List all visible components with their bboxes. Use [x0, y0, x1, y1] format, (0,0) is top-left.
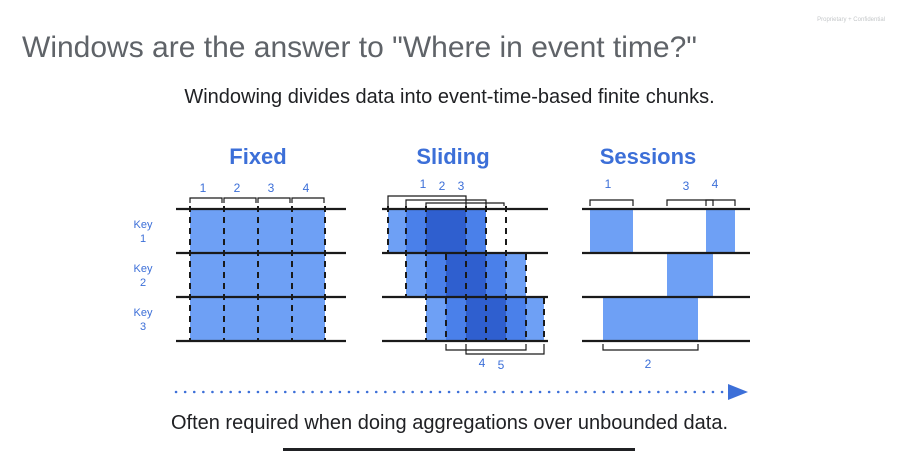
fixed-window-2-label: 2 — [234, 181, 241, 195]
time-arrow-head — [728, 384, 748, 400]
sliding-window-5-label: 5 — [498, 358, 505, 372]
sessions-key1-block-b — [706, 210, 735, 252]
sessions-window-braces-top — [589, 199, 736, 206]
sliding-title: Sliding — [416, 144, 489, 169]
key-3-label-line2: 3 — [140, 321, 146, 333]
fixed-window-labels: 1 2 3 4 — [200, 181, 310, 195]
fixed-panel: Fixed 1 2 3 4 — [176, 144, 346, 343]
fixed-key-lines — [176, 207, 346, 343]
sliding-window-labels-bottom: 4 5 — [479, 356, 505, 372]
fixed-window-4-label: 4 — [303, 181, 310, 195]
sliding-window-braces-top — [387, 195, 505, 206]
sessions-window-braces-bottom — [602, 344, 699, 351]
sliding-window-braces-bottom — [445, 344, 545, 355]
key-2-label-line2: 2 — [140, 277, 146, 289]
fixed-window-1-label: 1 — [200, 181, 207, 195]
sliding-key-lines — [382, 207, 548, 343]
sessions-key-lines — [582, 207, 750, 343]
confidential-label: Proprietary + Confidential — [817, 17, 885, 23]
key-2-label-line1: Key — [134, 263, 153, 275]
time-arrow — [174, 384, 748, 400]
sessions-window-2-label: 2 — [645, 357, 652, 371]
fixed-dashed-boundaries — [189, 206, 326, 342]
key-1-label-line2: 1 — [140, 233, 146, 245]
sessions-window-1-label: 1 — [605, 177, 612, 191]
slide-subtitle: Windowing divides data into event-time-b… — [184, 86, 715, 108]
key-3-label-line1: Key — [134, 307, 153, 319]
sessions-key3-block — [603, 298, 698, 340]
fixed-window-braces — [189, 197, 325, 203]
sliding-window-4-label: 4 — [479, 356, 486, 370]
footer-underline — [283, 448, 635, 451]
fixed-window-3-label: 3 — [268, 181, 275, 195]
sliding-window-2-label: 2 — [439, 179, 446, 193]
sessions-window-4-label: 4 — [712, 177, 719, 191]
sessions-key1-block-a — [590, 210, 633, 252]
key-labels: Key 1 Key 2 Key 3 — [134, 219, 153, 333]
sessions-panel: Sessions 1 3 4 2 — [582, 144, 750, 371]
slide-title: Windows are the answer to "Where in even… — [22, 31, 697, 64]
sliding-window-3-label: 3 — [458, 179, 465, 193]
sliding-dashed-boundaries — [387, 206, 545, 340]
sliding-panel: Sliding 1 2 3 — [382, 144, 548, 372]
sliding-window-1-label: 1 — [420, 177, 427, 191]
fixed-title: Fixed — [229, 144, 286, 169]
sliding-key1-blocks — [388, 210, 486, 252]
sessions-window-labels-top: 1 3 4 — [605, 177, 719, 193]
slide-footer: Often required when doing aggregations o… — [170, 412, 729, 434]
sessions-key2-block — [667, 254, 713, 296]
sliding-key2-blocks — [406, 254, 526, 296]
key-1-label-line1: Key — [134, 219, 153, 231]
sessions-title: Sessions — [600, 144, 697, 169]
sliding-window-labels-top: 1 2 3 — [420, 177, 465, 193]
sessions-blocks — [590, 210, 735, 340]
sessions-window-3-label: 3 — [683, 179, 690, 193]
